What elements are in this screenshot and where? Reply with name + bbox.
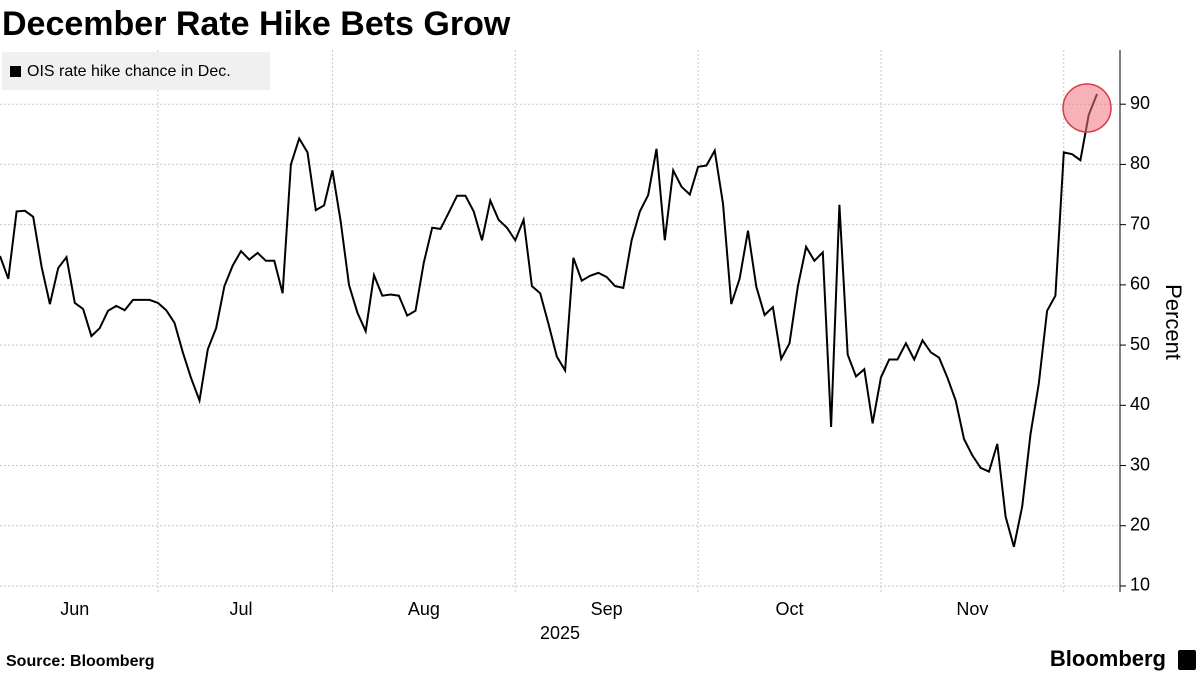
y-tick-label: 50 bbox=[1130, 334, 1150, 354]
legend-box bbox=[2, 52, 270, 90]
x-axis-label: 2025 bbox=[540, 623, 580, 643]
highlight-circle bbox=[1062, 83, 1112, 133]
y-tick-label: 20 bbox=[1130, 515, 1150, 535]
x-tick-label: Sep bbox=[591, 599, 623, 619]
x-tick-label: Aug bbox=[408, 599, 440, 619]
legend-label: OIS rate hike chance in Dec. bbox=[27, 63, 231, 80]
y-tick-label: 90 bbox=[1130, 93, 1150, 113]
y-tick-label: 70 bbox=[1130, 213, 1150, 233]
x-tick-label: Jul bbox=[229, 599, 252, 619]
logo-icon bbox=[1178, 650, 1196, 670]
logo: Bloomberg bbox=[1050, 646, 1166, 671]
source: Source: Bloomberg bbox=[6, 653, 154, 670]
y-tick-label: 40 bbox=[1130, 394, 1150, 414]
x-tick-label: Nov bbox=[956, 599, 988, 619]
y-tick-label: 60 bbox=[1130, 274, 1150, 294]
y-tick-label: 10 bbox=[1130, 575, 1150, 595]
y-tick-label: 30 bbox=[1130, 454, 1150, 474]
chart-title: December Rate Hike Bets Grow bbox=[2, 5, 511, 43]
y-axis-label: Percent bbox=[1161, 284, 1186, 360]
y-tick-label: 80 bbox=[1130, 153, 1150, 173]
legend-swatch bbox=[10, 66, 21, 77]
x-tick-label: Oct bbox=[775, 599, 803, 619]
line bbox=[0, 93, 1098, 548]
x-tick-label: Jun bbox=[60, 599, 89, 619]
